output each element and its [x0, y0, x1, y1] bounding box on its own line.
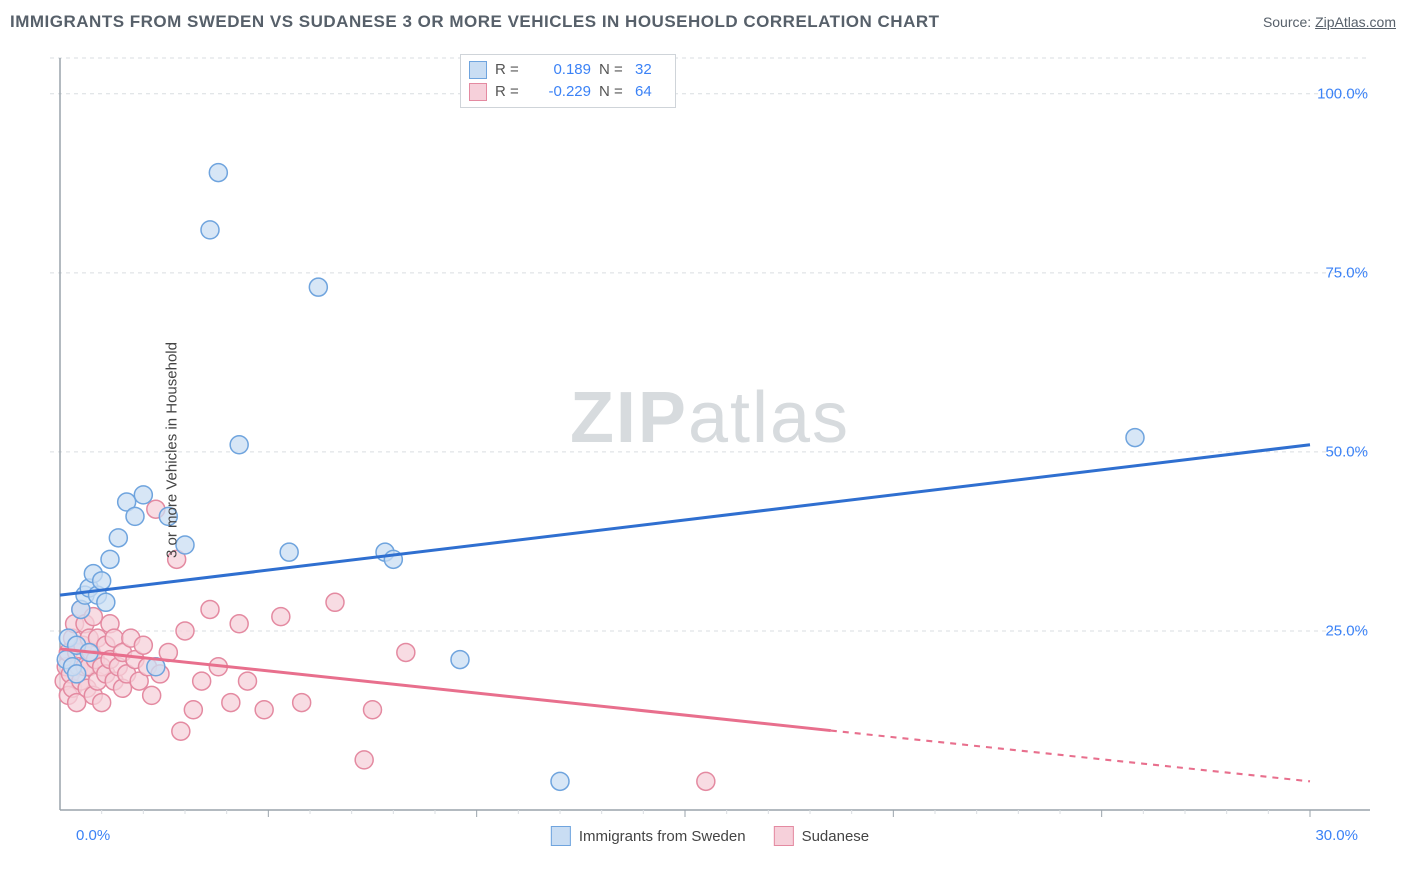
y-tick-label: 75.0%	[1325, 264, 1368, 281]
header: IMMIGRANTS FROM SWEDEN VS SUDANESE 3 OR …	[10, 8, 1396, 36]
correlation-legend: R = 0.189 N = 32 R = -0.229 N = 64	[460, 54, 676, 108]
corr-n-label: N =	[599, 81, 627, 103]
legend-label-sudanese: Sudanese	[802, 828, 870, 845]
corr-row-sudanese: R = -0.229 N = 64	[469, 81, 665, 103]
y-tick-label: 100.0%	[1317, 85, 1368, 102]
series-legend: Immigrants from Sweden Sudanese	[551, 826, 869, 846]
y-tick-label: 25.0%	[1325, 622, 1368, 639]
legend-label-sweden: Immigrants from Sweden	[579, 828, 746, 845]
legend-item-sweden: Immigrants from Sweden	[551, 826, 746, 846]
corr-row-sweden: R = 0.189 N = 32	[469, 59, 665, 81]
corr-swatch-sweden	[469, 61, 487, 79]
y-tick-label: 50.0%	[1325, 443, 1368, 460]
chart-container: IMMIGRANTS FROM SWEDEN VS SUDANESE 3 OR …	[0, 0, 1406, 892]
corr-n-value-sudanese: 64	[635, 81, 665, 103]
corr-swatch-sudanese	[469, 83, 487, 101]
plot-area: 3 or more Vehicles in Household ZIPatlas…	[50, 50, 1370, 850]
legend-swatch-sweden	[551, 826, 571, 846]
corr-n-label: N =	[599, 59, 627, 81]
source-label: Source:	[1263, 14, 1311, 30]
corr-r-value-sweden: 0.189	[531, 59, 591, 81]
source: Source: ZipAtlas.com	[1263, 14, 1396, 30]
corr-r-value-sudanese: -0.229	[531, 81, 591, 103]
y-axis-label: 3 or more Vehicles in Household	[163, 342, 180, 558]
legend-swatch-sudanese	[774, 826, 794, 846]
x-axis-min-label: 0.0%	[76, 827, 110, 844]
legend-item-sudanese: Sudanese	[774, 826, 870, 846]
corr-r-label: R =	[495, 81, 523, 103]
corr-n-value-sweden: 32	[635, 59, 665, 81]
source-link[interactable]: ZipAtlas.com	[1315, 14, 1396, 30]
chart-title: IMMIGRANTS FROM SWEDEN VS SUDANESE 3 OR …	[10, 12, 940, 32]
corr-r-label: R =	[495, 59, 523, 81]
x-axis-max-label: 30.0%	[1315, 827, 1358, 844]
scatter-plot-svg	[50, 50, 1370, 850]
